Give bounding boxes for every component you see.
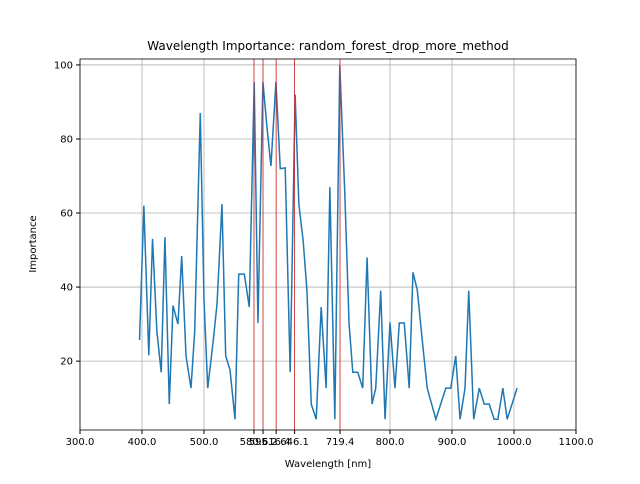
- x-tick-label: 900.0: [438, 437, 467, 448]
- x-tick-label: 580.6: [240, 437, 269, 448]
- chart-title: Wavelength Importance: random_forest_dro…: [147, 39, 508, 53]
- x-tick-label: 800.0: [376, 437, 405, 448]
- x-axis-label: Wavelength [nm]: [285, 459, 371, 470]
- y-tick-label: 20: [60, 357, 73, 368]
- x-tick-label: 595.2: [249, 437, 278, 448]
- y-tick-label: 80: [60, 134, 73, 145]
- x-tick-label: 300.0: [66, 437, 95, 448]
- y-tick-label: 40: [60, 283, 73, 294]
- x-tick-label: 1000.0: [497, 437, 532, 448]
- x-tick-label: 616.4: [262, 437, 291, 448]
- x-tick-label: 400.0: [128, 437, 157, 448]
- x-tick-label: 1100.0: [559, 437, 594, 448]
- x-tick-label: 500.0: [190, 437, 219, 448]
- y-axis-label: Importance: [28, 215, 39, 272]
- y-tick-label: 60: [60, 209, 73, 220]
- x-tick-label: 646.1: [280, 437, 309, 448]
- x-tick-label: 719.4: [326, 437, 355, 448]
- y-tick-label: 100: [54, 60, 73, 71]
- plot-frame: [79, 58, 577, 431]
- data-line: [138, 64, 518, 422]
